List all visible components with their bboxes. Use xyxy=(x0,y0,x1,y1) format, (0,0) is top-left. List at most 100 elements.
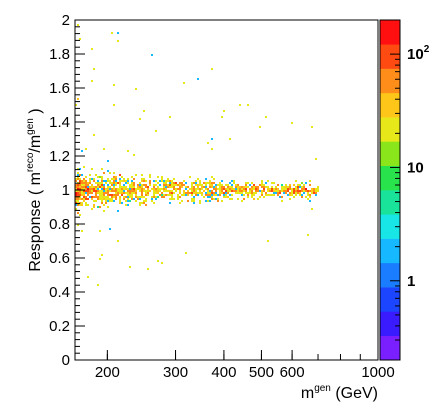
heatmap-cell xyxy=(83,200,85,202)
heatmap-cell xyxy=(243,186,245,188)
heatmap-cell xyxy=(87,184,89,186)
heatmap-cell xyxy=(277,188,279,190)
heatmap-cell xyxy=(205,184,207,186)
heatmap-cell xyxy=(95,174,97,176)
heatmap-cell xyxy=(213,198,215,200)
heatmap-cell xyxy=(103,198,105,200)
heatmap-cell xyxy=(265,182,267,184)
colorbar-segment xyxy=(380,68,400,94)
heatmap-cell xyxy=(267,186,269,188)
heatmap-cell xyxy=(285,192,287,194)
heatmap-cell xyxy=(121,180,123,182)
heatmap-cell xyxy=(81,194,83,196)
heatmap-cell xyxy=(139,190,141,192)
heatmap-cell xyxy=(261,180,263,182)
heatmap-cell xyxy=(95,182,97,184)
heatmap-cell xyxy=(207,192,209,194)
heatmap-cell xyxy=(213,178,215,180)
heatmap-cell xyxy=(201,186,203,188)
heatmap-cell xyxy=(209,200,211,202)
heatmap-cell xyxy=(193,196,195,198)
heatmap-cell xyxy=(101,182,103,184)
heatmap-cell xyxy=(113,200,115,202)
heatmap-cell xyxy=(171,186,173,188)
heatmap-cell xyxy=(103,188,105,190)
heatmap-cell xyxy=(115,192,117,194)
heatmap-cell xyxy=(85,196,87,198)
heatmap-cell xyxy=(77,176,79,178)
heatmap-cell xyxy=(105,190,107,192)
heatmap-cell xyxy=(161,196,163,198)
heatmap-cell xyxy=(237,188,239,190)
heatmap-cell xyxy=(129,188,131,190)
heatmap-cell xyxy=(177,198,179,200)
heatmap-cell xyxy=(157,188,159,190)
heatmap-cell xyxy=(215,186,217,188)
y-tick-label: 0.4 xyxy=(49,284,70,301)
heatmap-cell xyxy=(83,196,85,198)
y-axis: 0 0.2 0.4 0.6 0.8 1 1.2 1.4 1.6 1.8 2 xyxy=(49,12,85,369)
heatmap-cell xyxy=(237,186,239,188)
heatmap-cell xyxy=(109,200,111,202)
heatmap-cell xyxy=(97,190,99,192)
heatmap-cell xyxy=(201,184,203,186)
heatmap-cell xyxy=(161,192,163,194)
heatmap-cell xyxy=(83,178,85,180)
heatmap-cell xyxy=(315,190,317,192)
heatmap-cell xyxy=(115,178,117,180)
heatmap-cell xyxy=(145,184,147,186)
heatmap-cell xyxy=(207,194,209,196)
heatmap-cell xyxy=(251,186,253,188)
heatmap-cell xyxy=(83,186,85,188)
heatmap-cell xyxy=(183,180,185,182)
heatmap-cell xyxy=(141,188,143,190)
heatmap-cell xyxy=(169,180,171,182)
heatmap-cell xyxy=(85,182,87,184)
heatmap-cell xyxy=(139,118,141,120)
heatmap-cell xyxy=(159,184,161,186)
heatmap-cell xyxy=(301,188,303,190)
heatmap-cell xyxy=(251,192,253,194)
heatmap-cell xyxy=(281,200,283,202)
heatmap-cell xyxy=(289,192,291,194)
heatmap-cell xyxy=(75,184,77,186)
heatmap-cell xyxy=(135,174,137,176)
heatmap-cell xyxy=(91,168,93,170)
heatmap-cell xyxy=(77,204,79,206)
heatmap-cell xyxy=(139,202,141,204)
heatmap-cell xyxy=(247,182,249,184)
heatmap-cell xyxy=(197,186,199,188)
heatmap-cell xyxy=(165,188,167,190)
heatmap-cell xyxy=(145,190,147,192)
heatmap-cell xyxy=(295,186,297,188)
heatmap-cell xyxy=(197,78,199,80)
heatmap-cell xyxy=(101,192,103,194)
heatmap-cell xyxy=(241,192,243,194)
heatmap-cell xyxy=(141,190,143,192)
heatmap-cell xyxy=(261,184,263,186)
heatmap-cell xyxy=(97,186,99,188)
heatmap-cell xyxy=(173,192,175,194)
heatmap-cell xyxy=(129,190,131,192)
heatmap-cell xyxy=(267,194,269,196)
heatmap-cell xyxy=(117,210,119,212)
heatmap-cell xyxy=(285,190,287,192)
heatmap-cell xyxy=(125,180,127,182)
heatmap-cell xyxy=(277,190,279,192)
heatmap-cell xyxy=(239,190,241,192)
heatmap-cell xyxy=(101,196,103,198)
heatmap-cell xyxy=(95,190,97,192)
heatmap-cell xyxy=(163,186,165,188)
heatmap-cell xyxy=(91,186,93,188)
heatmap-cell xyxy=(141,184,143,186)
heatmap-cell xyxy=(149,180,151,182)
heatmap-cell xyxy=(239,188,241,190)
heatmap-cell xyxy=(115,176,117,178)
heatmap-cell xyxy=(267,188,269,190)
heatmap-cell xyxy=(101,200,103,202)
heatmap-cell xyxy=(317,186,319,188)
heatmap-cell xyxy=(191,182,193,184)
heatmap-cell xyxy=(265,186,267,188)
heatmap-cell xyxy=(127,188,129,190)
heatmap-cell xyxy=(233,180,235,182)
